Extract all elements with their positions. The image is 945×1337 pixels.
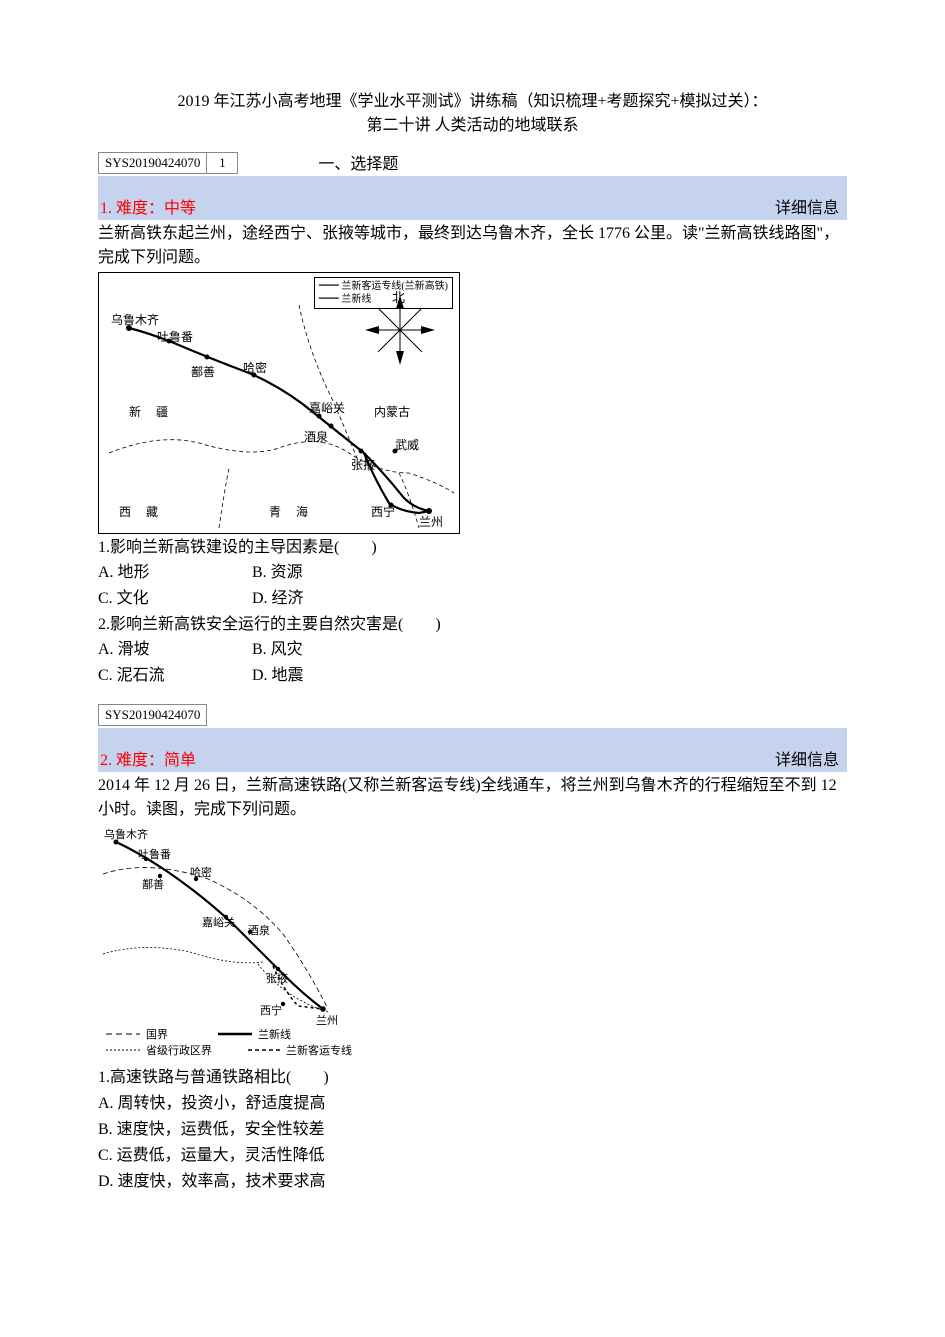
q2-leg-shengjie: 省级行政区界 [146, 1042, 212, 1058]
q2-leg-lanxin: 兰新线 [258, 1026, 291, 1042]
q2-lbl-lanzhou: 兰州 [316, 1012, 338, 1028]
sys-seq: 1 [207, 152, 238, 174]
document-page: 2019 年江苏小高考地理《学业水平测试》讲练稿（知识梳理+考题探究+模拟过关）… [0, 0, 945, 1234]
q2-lbl-jiayuguan: 嘉峪关 [202, 914, 235, 930]
q2-sub1-b: B. 速度快，运费低，安全性较差 [98, 1118, 847, 1142]
q1-sub2-a: A. 滑坡 [98, 637, 248, 663]
q2-leg-guojie: 国界 [146, 1026, 168, 1042]
q2-difficulty: 2. 难度：简单 [100, 746, 196, 770]
lbl-tulufan: 吐鲁番 [157, 328, 193, 345]
q2-lbl-tulufan: 吐鲁番 [138, 846, 171, 862]
q1-sub2-stem: 2.影响兰新高铁安全运行的主要自然灾害是( ) [98, 613, 847, 637]
lbl-xining: 西宁 [371, 503, 395, 520]
lbl-hami: 哈密 [243, 359, 267, 376]
lbl-xinjiang: 新 疆 [129, 403, 174, 420]
q2-intro: 2014 年 12 月 26 日，兰新高速铁路(又称兰新客运专线)全线通车，将兰… [98, 774, 847, 822]
lbl-xizang: 西 藏 [119, 503, 164, 520]
q1-sub2-c: C. 泥石流 [98, 663, 248, 689]
q2-sys-id-bar: SYS20190424070 [98, 704, 847, 726]
doc-title-line2: 第二十讲 人类活动的地域联系 [98, 114, 847, 138]
q2-leg-keyun: 兰新客运专线 [286, 1042, 352, 1058]
q2-lbl-zhangye: 张掖 [266, 970, 288, 986]
lbl-jiayuguan: 嘉峪关 [309, 399, 345, 416]
q2-lbl-hami: 哈密 [190, 864, 212, 880]
lbl-shanshan: 鄯善 [191, 363, 215, 380]
q1-detail-label: 详细信息 [775, 194, 839, 218]
q1-intro: 兰新高铁东起兰州，途经西宁、张掖等城市，最终到达乌鲁木齐，全长 1776 公里。… [98, 222, 847, 270]
id-row: SYS20190424070 1 一、选择题 [98, 144, 847, 174]
lbl-wulumuqi: 乌鲁木齐 [111, 311, 159, 328]
sys-id: SYS20190424070 [98, 152, 207, 174]
lbl-wuwei: 武威 [395, 436, 419, 453]
q1-sub1-stem: 1.影响兰新高铁建设的主导因素是( ) [98, 536, 847, 560]
section-heading: 一、选择题 [318, 150, 398, 174]
q1-sub2-b: B. 风灾 [252, 637, 402, 663]
doc-title-line1: 2019 年江苏小高考地理《学业水平测试》讲练稿（知识梳理+考题探究+模拟过关）… [98, 90, 847, 114]
lbl-jiuquan: 酒泉 [304, 428, 328, 445]
q1-difficulty: 1. 难度：中等 [100, 194, 196, 218]
sys-id-bar: SYS20190424070 1 [98, 152, 238, 174]
q1-sub1-c: C. 文化 [98, 586, 248, 612]
q1-sub2-row2: C. 泥石流 D. 地震 [98, 663, 847, 689]
q1-sub1-d: D. 经济 [252, 586, 402, 612]
q1-sub1-b: B. 资源 [252, 560, 402, 586]
q1-sub2-row1: A. 滑坡 B. 风灾 [98, 637, 847, 663]
q2-lbl-xining: 西宁 [260, 1002, 282, 1018]
q2-lbl-wulumuqi: 乌鲁木齐 [104, 826, 148, 842]
q2-lbl-jiuquan: 酒泉 [248, 922, 270, 938]
lbl-lanzhou: 兰州 [419, 513, 443, 530]
q2-detail-label: 详细信息 [775, 746, 839, 770]
lbl-zhangye: 张掖 [351, 456, 375, 473]
q1-sub2-d: D. 地震 [252, 663, 402, 689]
q1-sub1-row1: A. 地形 B. 资源 [98, 560, 847, 586]
q2-sys-id: SYS20190424070 [98, 704, 207, 726]
q2-sub1-c: C. 运费低，运量大，灵活性降低 [98, 1144, 847, 1168]
q2-sub1-a: A. 周转快，投资小，舒适度提高 [98, 1092, 847, 1116]
q2-map-svg [98, 824, 358, 1064]
q2-sub1-d: D. 速度快，效率高，技术要求高 [98, 1170, 847, 1194]
q2-lbl-shanshan: 鄯善 [142, 876, 164, 892]
q2-figure: 乌鲁木齐 吐鲁番 鄯善 哈密 嘉峪关 酒泉 张掖 西宁 兰州 国界 兰新线 省级… [98, 824, 358, 1064]
q2-sub1-stem: 1.高速铁路与普通铁路相比( ) [98, 1066, 847, 1090]
q1-sub1-row2: C. 文化 D. 经济 [98, 586, 847, 612]
lbl-neimenggu: 内蒙古 [374, 403, 410, 420]
q1-figure: ━━ 兰新客运专线(兰新高铁) ━━ 兰新线 北 [98, 272, 460, 534]
q1-header-band: 1. 难度：中等 详细信息 [98, 176, 847, 220]
q1-sub1-a: A. 地形 [98, 560, 248, 586]
q2-header-band: 2. 难度：简单 详细信息 [98, 728, 847, 772]
lbl-qinghai: 青 海 [269, 503, 314, 520]
